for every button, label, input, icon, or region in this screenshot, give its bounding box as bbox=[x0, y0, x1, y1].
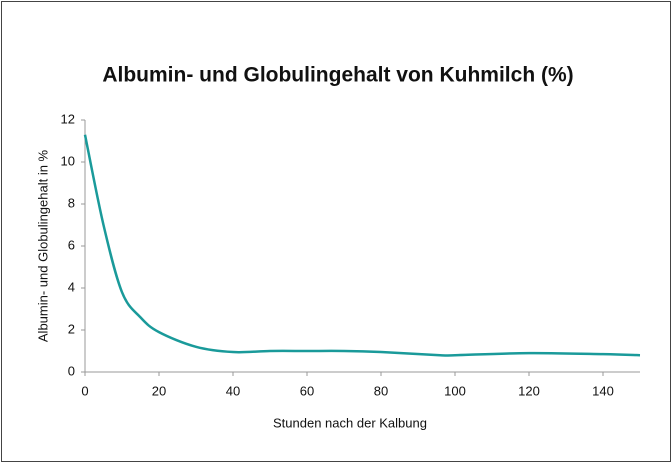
y-axis-label: Albumin- und Globulingehalt in % bbox=[35, 149, 50, 342]
x-tick-label: 40 bbox=[226, 383, 240, 398]
y-tick-label: 4 bbox=[68, 279, 75, 294]
x-tick-label: 0 bbox=[81, 383, 88, 398]
y-tick-label: 2 bbox=[68, 321, 75, 336]
y-tick-label: 10 bbox=[61, 153, 75, 168]
x-tick-label: 80 bbox=[374, 383, 388, 398]
x-tick-label: 20 bbox=[152, 383, 166, 398]
y-tick-label: 12 bbox=[61, 111, 75, 126]
x-tick-label: 60 bbox=[300, 383, 314, 398]
chart-title: Albumin- und Globulingehalt von Kuhmilch… bbox=[102, 64, 573, 87]
y-tick-label: 6 bbox=[68, 237, 75, 252]
x-tick-label: 140 bbox=[592, 383, 614, 398]
y-tick-label: 0 bbox=[68, 363, 75, 378]
x-tick-label: 120 bbox=[518, 383, 540, 398]
data-line bbox=[83, 134, 641, 357]
y-tick-label: 8 bbox=[68, 195, 75, 210]
x-axis-label: Stunden nach der Kalbung bbox=[273, 415, 427, 430]
x-tick-label: 100 bbox=[444, 383, 466, 398]
